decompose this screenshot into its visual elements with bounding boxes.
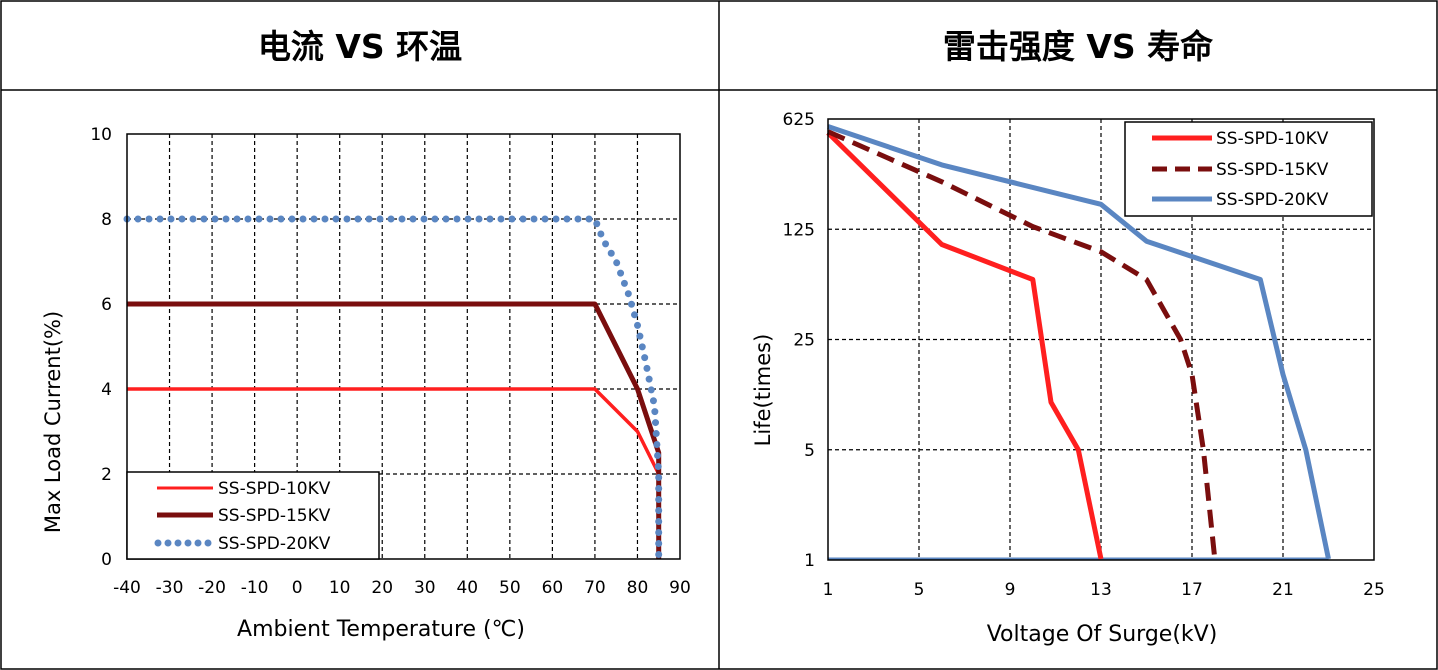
plot-frame (126, 133, 681, 560)
y-tick-label: 1 (804, 551, 815, 571)
x-tick-label: 90 (669, 578, 691, 598)
y-tick-label: 125 (783, 220, 815, 240)
legend-label-10kv: SS-SPD-10KV (218, 479, 331, 499)
x-tick-label: 40 (456, 578, 478, 598)
tick-labels: -40 -30 -20 -10 0 10 20 30 40 50 60 70 80 90 0 2 4 6 8 10 (90, 125, 690, 598)
y-axis-label: Max Load Current(%) (41, 311, 65, 533)
series-line-ss-spd-10kv (826, 131, 1104, 560)
x-tick-label: 13 (1090, 580, 1112, 600)
x-tick-label: 25 (1363, 580, 1385, 600)
chart-surge-vs-life: 1 5 9 13 17 21 25 1 5 25 125 625 SS-SPD-10KV SS-SPD… (751, 110, 1385, 647)
tick-labels: 1 5 9 13 17 21 25 1 5 25 125 625 (783, 110, 1385, 600)
x-tick-label: 0 (292, 578, 303, 598)
legend: SS-SPD-10KV SS-SPD-15KV SS-SPD-20KV (126, 471, 380, 560)
x-tick-label: 1 (823, 580, 834, 600)
x-axis-label: Ambient Temperature (℃) (237, 617, 525, 642)
series-lines (826, 124, 1331, 561)
x-tick-label: -10 (241, 578, 269, 598)
y-tick-label: 0 (101, 550, 112, 570)
y-tick-label: 625 (783, 110, 815, 130)
legend-label-15kv: SS-SPD-15KV (218, 506, 331, 526)
x-tick-label: 50 (499, 578, 521, 598)
x-axis-label: Voltage Of Surge(kV) (987, 622, 1218, 647)
series-line-ss-spd-20kv (827, 124, 1331, 560)
series-lines (123, 215, 663, 563)
x-tick-label: 21 (1272, 580, 1294, 600)
legend-label-20kv: SS-SPD-20KV (218, 534, 331, 554)
y-tick-label: 6 (101, 295, 112, 315)
plot-frame (827, 118, 1375, 561)
y-tick-label: 4 (101, 380, 112, 400)
chart-current-vs-temperature: -40 -30 -20 -10 0 10 20 30 40 50 60 70 80 90 0 2 4 6 8 10 S… (41, 125, 691, 642)
legend-label-20kv: SS-SPD-20KV (1216, 190, 1329, 210)
y-axis-label: Life(times) (751, 334, 775, 447)
x-tick-label: -40 (113, 578, 141, 598)
legend-label-10kv: SS-SPD-10KV (1216, 129, 1329, 149)
x-tick-label: 30 (414, 578, 436, 598)
left-header-title: 电流 VS 环温 (258, 27, 462, 66)
x-tick-label: -20 (198, 578, 226, 598)
series-line-ss-spd-15kv (826, 129, 1218, 560)
x-tick-label: -30 (156, 578, 184, 598)
y-tick-label: 10 (90, 125, 112, 145)
right-header-title: 雷击强度 VS 寿命 (943, 27, 1214, 66)
x-tick-label: 9 (1005, 580, 1016, 600)
x-tick-label: 17 (1181, 580, 1203, 600)
x-tick-label: 70 (584, 578, 606, 598)
x-tick-label: 60 (542, 578, 564, 598)
x-tick-label: 5 (914, 580, 925, 600)
y-tick-label: 5 (804, 441, 815, 461)
legend: SS-SPD-10KV SS-SPD-15KV SS-SPD-20KV (1124, 121, 1373, 217)
x-tick-label: 20 (371, 578, 393, 598)
legend-label-15kv: SS-SPD-15KV (1216, 160, 1329, 180)
y-tick-label: 2 (101, 465, 112, 485)
y-tick-label: 25 (793, 331, 815, 351)
y-tick-label: 8 (101, 210, 112, 230)
x-tick-label: 80 (627, 578, 649, 598)
x-tick-label: 10 (329, 578, 351, 598)
